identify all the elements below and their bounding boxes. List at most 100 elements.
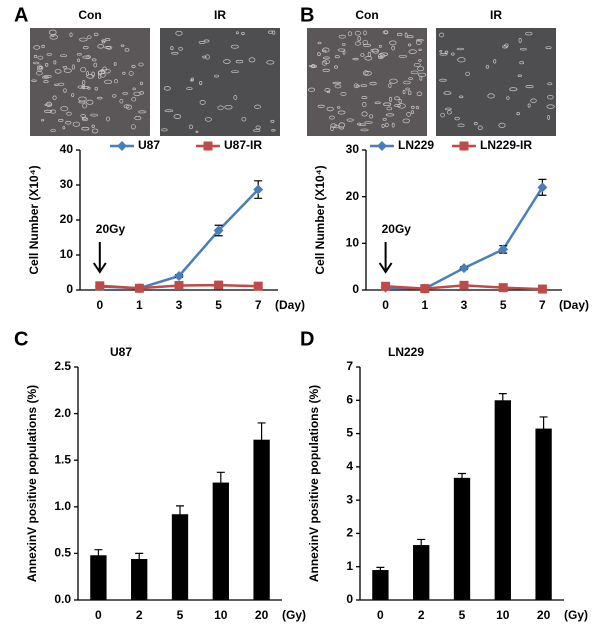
cell-texture — [402, 90, 406, 95]
cell-texture — [90, 113, 99, 117]
point — [498, 283, 508, 293]
cell-texture — [48, 29, 57, 35]
cell-texture — [347, 31, 353, 37]
cell-texture — [334, 65, 338, 69]
cell-texture — [41, 118, 45, 122]
cell-texture — [502, 45, 508, 49]
y-tick-label: 6 — [346, 392, 353, 406]
error-bar — [539, 416, 548, 441]
cell-texture — [362, 101, 367, 108]
cell-texture — [81, 126, 90, 131]
cell-texture — [87, 35, 92, 40]
x-tick-label: 0 — [377, 608, 384, 622]
cell-texture — [406, 112, 412, 117]
cell-texture — [438, 32, 445, 38]
x-tick-label: 0 — [95, 608, 102, 622]
legend-marker — [117, 141, 127, 151]
point — [459, 263, 469, 274]
chart-title: U87 — [110, 345, 132, 359]
cell-texture — [473, 122, 478, 126]
cell-texture — [443, 91, 452, 95]
cell-texture — [81, 86, 90, 89]
cell-texture — [362, 70, 369, 76]
cell-texture — [417, 72, 427, 77]
cell-texture — [138, 62, 144, 67]
cell-texture — [43, 109, 53, 113]
cell-texture — [519, 61, 525, 65]
legend-label: U87 — [138, 138, 160, 152]
cell-texture — [113, 79, 119, 84]
cell-texture — [408, 77, 414, 80]
cell-texture — [190, 78, 194, 82]
point — [498, 244, 509, 255]
x-tick-label: 0 — [382, 298, 389, 312]
bar — [535, 428, 552, 600]
cell-texture — [100, 69, 104, 72]
cell-texture — [101, 39, 107, 42]
cell-texture — [391, 45, 395, 51]
legend-marker — [459, 141, 469, 151]
x-tick-label: 3 — [176, 298, 183, 312]
cell-texture — [205, 54, 210, 60]
cell-texture — [72, 121, 80, 127]
cell-texture — [93, 62, 98, 68]
cell-texture — [91, 128, 99, 134]
cell-texture — [37, 55, 44, 60]
panel-letter: A — [14, 4, 28, 26]
cell-texture — [525, 85, 534, 89]
x-tick-label: 2 — [418, 608, 425, 622]
cell-texture — [112, 94, 117, 98]
cell-texture — [547, 82, 553, 86]
cell-texture — [235, 31, 239, 35]
cell-texture — [86, 99, 94, 105]
cell-texture — [407, 43, 412, 47]
y-tick-label: 1 — [346, 559, 353, 573]
point — [459, 280, 469, 290]
cell-texture — [65, 121, 72, 125]
cell-texture — [62, 65, 68, 69]
cell-texture — [44, 63, 49, 67]
cell-texture — [76, 53, 82, 56]
bar — [372, 570, 389, 600]
micrograph — [436, 28, 556, 136]
cell-texture — [379, 52, 389, 57]
cell-texture — [86, 74, 95, 79]
y-axis-label: Cell Number (X10⁴) — [313, 165, 327, 274]
cell-texture — [336, 106, 341, 109]
cell-texture — [199, 100, 206, 105]
cell-texture — [80, 67, 87, 73]
cell-texture — [122, 71, 126, 75]
cell-texture — [94, 86, 99, 91]
cell-texture — [413, 62, 421, 67]
cell-texture — [334, 84, 342, 89]
cell-texture — [340, 92, 347, 96]
cell-texture — [352, 57, 359, 61]
cell-texture — [454, 116, 460, 121]
point — [537, 182, 548, 193]
cell-texture — [33, 54, 38, 59]
cell-texture — [361, 96, 368, 100]
cell-texture — [416, 39, 424, 42]
y-tick-label: 1.5 — [54, 452, 71, 466]
cell-texture — [91, 58, 97, 62]
error-bar — [458, 472, 466, 483]
cell-texture — [407, 90, 412, 96]
cell-texture — [439, 53, 448, 56]
x-tick-label: 20 — [255, 608, 269, 622]
y-tick-label: 40 — [60, 142, 74, 156]
cell-texture — [369, 81, 377, 86]
cell-texture — [71, 64, 75, 70]
y-tick-label: 10 — [60, 247, 74, 261]
y-tick-label: 20 — [60, 212, 74, 226]
cell-texture — [394, 104, 401, 107]
cell-texture — [57, 118, 64, 122]
cell-texture — [202, 55, 207, 59]
cell-texture — [317, 41, 322, 45]
cell-texture — [382, 30, 389, 35]
x-axis-label: (Day) — [275, 298, 305, 312]
cell-texture — [81, 117, 88, 120]
cell-texture — [104, 79, 113, 85]
cell-texture — [382, 118, 387, 121]
cell-texture — [405, 87, 410, 91]
cell-texture — [383, 102, 392, 106]
